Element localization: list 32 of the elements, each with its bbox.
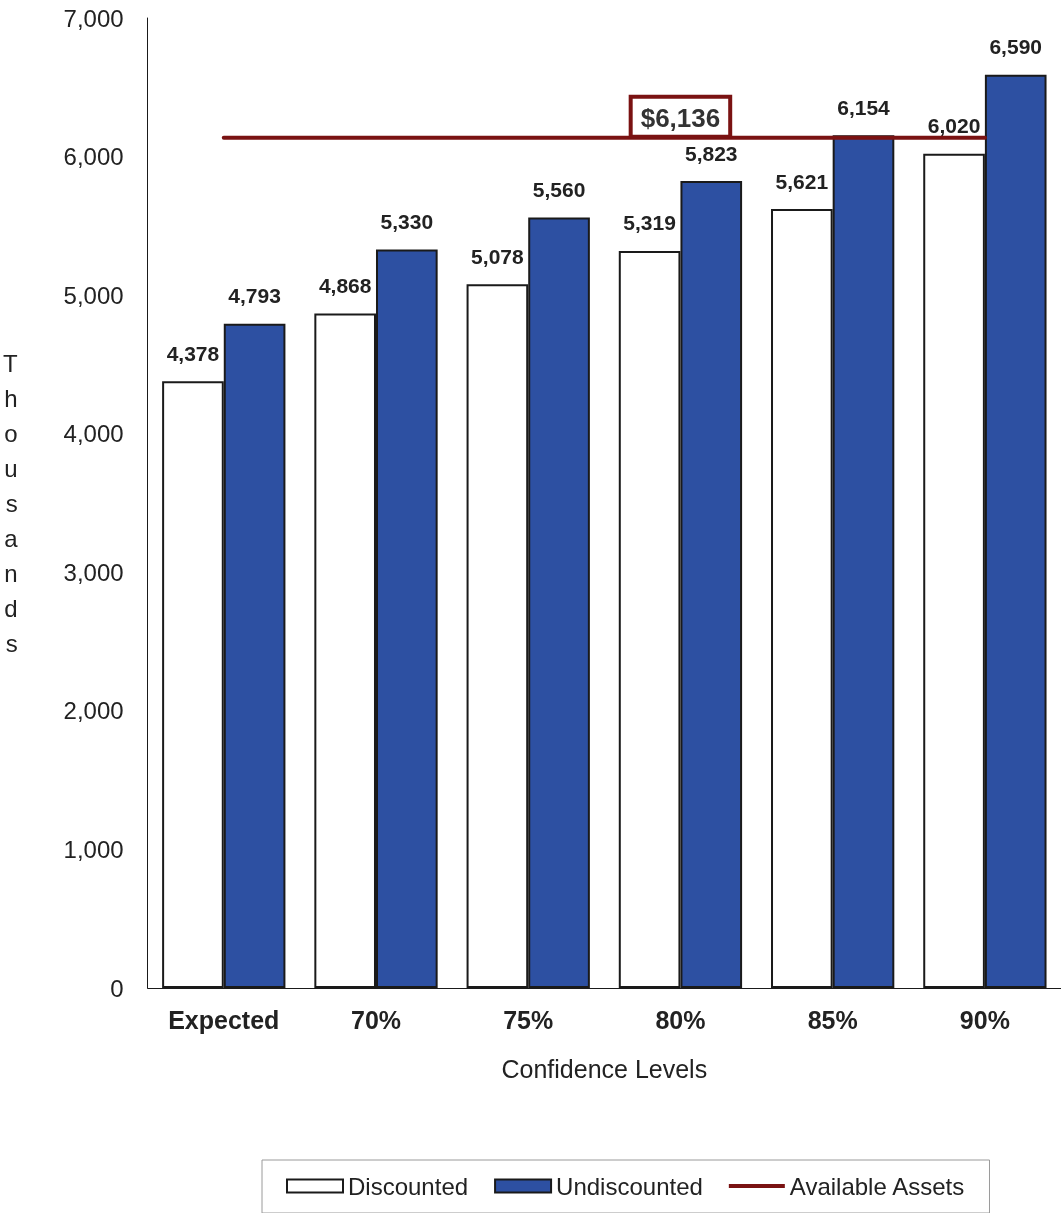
y-tick-label: 2,000 [63, 697, 124, 725]
x-tick-label: 75% [503, 1005, 554, 1034]
data-label: 5,319 [623, 211, 676, 235]
y-tick-label: 1,000 [63, 835, 124, 863]
data-label: 6,154 [837, 95, 891, 119]
data-label: 5,078 [471, 244, 524, 268]
y-tick-label: 4,000 [63, 420, 124, 448]
legend-label: Undiscounted [556, 1172, 703, 1200]
data-label: 4,378 [166, 341, 220, 365]
x-axis-title: Confidence Levels [501, 1054, 708, 1083]
x-tick-label: 70% [350, 1005, 402, 1034]
y-tick-label: 7,000 [63, 4, 124, 32]
x-tick-label: 80% [655, 1005, 706, 1034]
y-tick-label: 6,000 [63, 143, 124, 171]
legend-label: Available Assets [789, 1172, 965, 1200]
y-tick-label: 3,000 [63, 558, 124, 586]
data-label: 5,560 [532, 178, 586, 202]
data-label: 5,621 [775, 169, 829, 193]
data-label: 6,590 [989, 35, 1042, 59]
data-label: $6,136 [640, 102, 721, 133]
data-label: 5,823 [684, 141, 738, 165]
data-label: 6,020 [927, 114, 981, 138]
data-label: 5,330 [380, 209, 434, 233]
legend-label: Discounted [348, 1172, 469, 1200]
data-label: 4,793 [228, 284, 281, 308]
data-label: 4,868 [318, 273, 372, 297]
x-tick-label: 90% [959, 1005, 1010, 1034]
text: Thousands [2, 349, 18, 657]
y-tick-label: 0 [110, 974, 124, 1002]
x-tick-label: Expected [168, 1005, 280, 1034]
x-tick-label: 85% [807, 1005, 858, 1034]
y-tick-label: 5,000 [63, 281, 124, 309]
